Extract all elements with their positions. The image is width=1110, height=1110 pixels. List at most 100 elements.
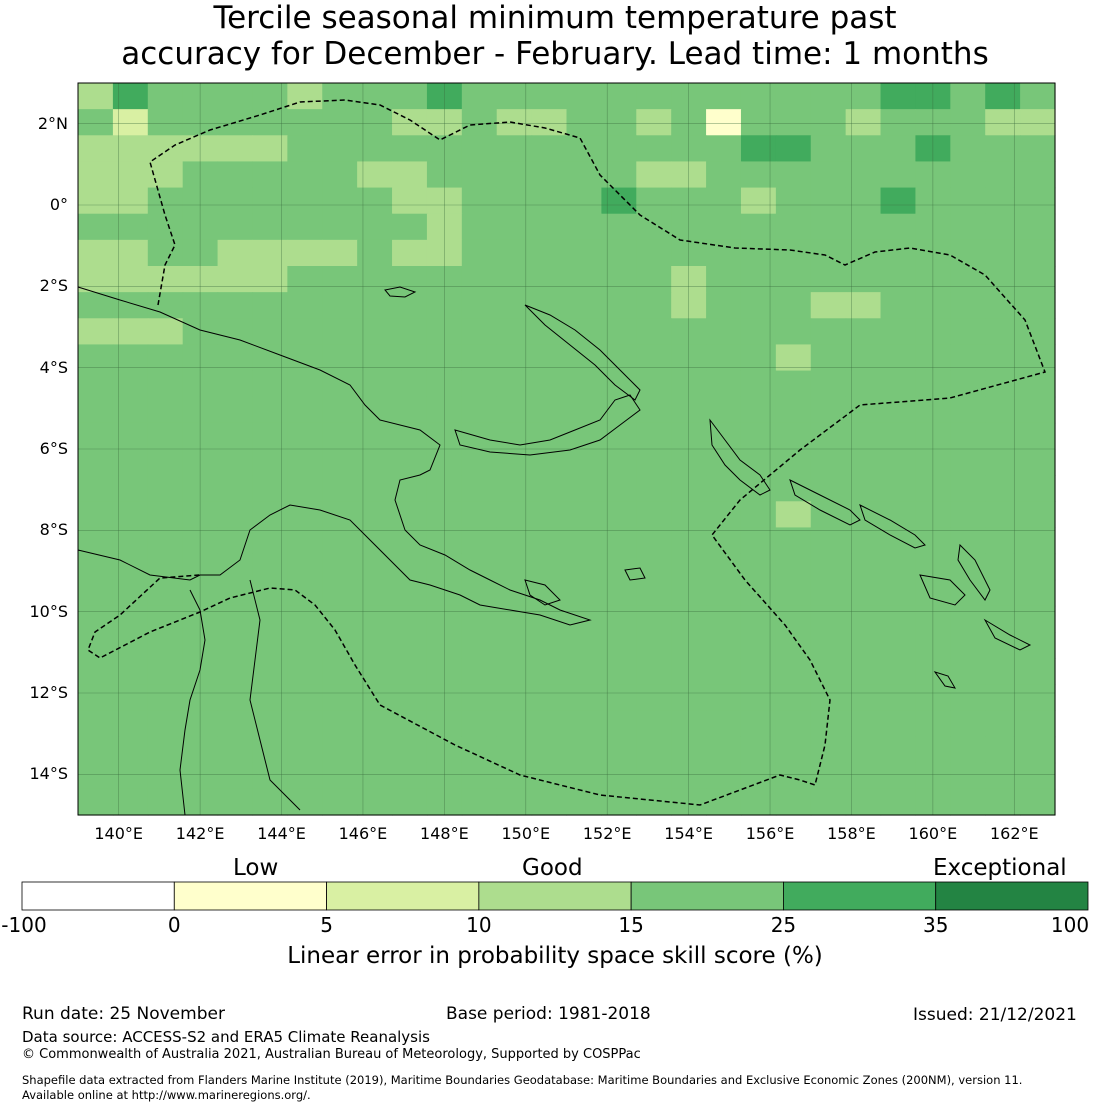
grid-cell <box>845 527 882 555</box>
grid-cell <box>78 475 114 502</box>
grid-cell <box>706 187 742 215</box>
grid-cell <box>322 710 358 738</box>
grid-cell <box>461 501 498 529</box>
grid-cell <box>461 370 498 398</box>
grid-cell <box>880 239 917 267</box>
grid-cell <box>636 213 672 241</box>
grid-cell <box>880 370 917 398</box>
grid-cell <box>78 710 114 738</box>
grid-cell <box>147 109 184 136</box>
grid-cell <box>636 658 672 685</box>
grid-cell <box>566 553 602 581</box>
grid-cell <box>985 501 1021 529</box>
grid-cell <box>252 788 288 816</box>
grid-cell <box>217 710 254 738</box>
grid-cell <box>566 632 602 659</box>
grid-cell <box>810 213 847 241</box>
grid-cell <box>566 501 602 529</box>
grid-cell <box>78 605 114 633</box>
grid-cell <box>357 83 393 110</box>
grid-cell <box>636 501 672 529</box>
grid-cell <box>601 266 637 293</box>
grid-cell <box>810 422 847 450</box>
grid-cell <box>112 553 149 581</box>
grid-cell <box>531 239 568 267</box>
grid-cell <box>706 684 742 712</box>
grid-cell <box>147 684 184 712</box>
grid-cell <box>112 501 149 529</box>
grid-cell <box>601 579 637 607</box>
grid-cell <box>78 422 114 450</box>
grid-cell <box>357 632 393 659</box>
grid-cell <box>531 109 568 136</box>
grid-cell <box>775 213 812 241</box>
longitude-tick-label: 144°E <box>257 824 306 843</box>
grid-cell <box>531 762 568 790</box>
grid-cell <box>496 213 533 241</box>
grid-cell <box>810 135 847 163</box>
grid-cell <box>740 710 777 738</box>
grid-cell <box>636 527 672 555</box>
grid-cell <box>845 109 882 136</box>
grid-cell <box>1020 579 1056 607</box>
grid-cell <box>112 161 149 189</box>
grid-cell <box>706 370 742 398</box>
grid-cell <box>78 370 114 398</box>
grid-cell <box>78 762 114 790</box>
grid-cell <box>78 318 114 346</box>
grid-cell <box>392 788 428 816</box>
grid-cell <box>112 83 149 110</box>
grid-cell <box>775 370 812 398</box>
issued-date: Issued: 21/12/2021 <box>913 1005 1077 1025</box>
grid-cell <box>880 475 917 502</box>
grid-cell <box>461 579 498 607</box>
grid-cell <box>566 605 602 633</box>
grid-cell <box>78 239 114 267</box>
grid-cell <box>496 553 533 581</box>
grid-cell <box>461 83 498 110</box>
grid-cell <box>461 109 498 136</box>
grid-cell <box>880 788 917 816</box>
grid-cell <box>357 475 393 502</box>
grid-cell <box>217 449 254 476</box>
grid-cell <box>461 736 498 764</box>
grid-cell <box>357 527 393 555</box>
grid-cell <box>217 370 254 398</box>
shapefile-credit-1: Shapefile data extracted from Flanders M… <box>22 1073 1023 1087</box>
grid-cell <box>636 161 672 189</box>
grid-cell <box>566 318 602 346</box>
grid-cell <box>112 239 149 267</box>
grid-cell <box>287 684 323 712</box>
grid-cell <box>252 475 288 502</box>
grid-cell <box>601 605 637 633</box>
grid-cell <box>461 762 498 790</box>
grid-cell <box>392 213 428 241</box>
grid-cell <box>252 449 288 476</box>
grid-cell <box>112 370 149 398</box>
grid-cell <box>461 292 498 319</box>
longitude-tick-label: 162°E <box>989 824 1039 843</box>
grid-cell <box>566 762 602 790</box>
grid-cell <box>112 788 149 816</box>
grid-cell <box>1020 710 1056 738</box>
grid-cell <box>950 527 986 555</box>
solomon-coast-4 <box>957 543 991 601</box>
grid-cell <box>78 213 114 241</box>
grid-cell <box>461 553 498 581</box>
grid-cell <box>357 762 393 790</box>
grid-cell <box>392 736 428 764</box>
grid-cell <box>601 109 637 136</box>
grid-cell <box>810 632 847 659</box>
grid-cell <box>147 449 184 476</box>
grid-cell <box>706 762 742 790</box>
grid-cell <box>985 710 1021 738</box>
grid-cell <box>252 239 288 267</box>
longitude-tick-label: 158°E <box>827 824 876 843</box>
grid-cell <box>775 161 812 189</box>
grid-cell <box>706 736 742 764</box>
grid-cell <box>147 370 184 398</box>
grid-cell <box>531 318 568 346</box>
new-ireland-coast <box>524 304 641 401</box>
grid-cell <box>1020 553 1056 581</box>
grid-cell <box>985 239 1021 267</box>
